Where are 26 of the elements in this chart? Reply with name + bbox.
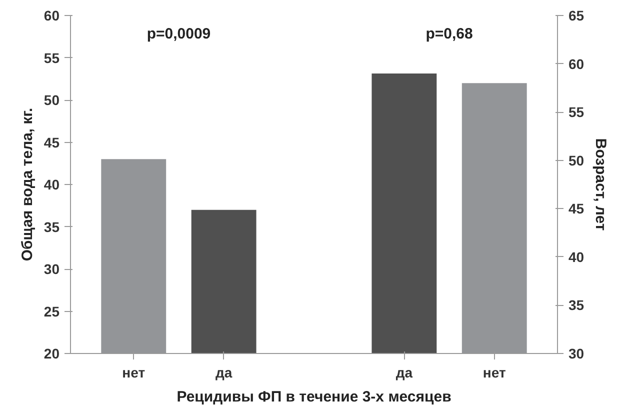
x-tick-label: нет (482, 364, 506, 380)
y2-tick-label: 60 (568, 56, 584, 72)
x-tick-label: да (396, 364, 413, 380)
y2-tick-label: 45 (568, 200, 584, 217)
y-tick-label: 20 (44, 346, 60, 362)
y-tick-label: 30 (44, 261, 60, 277)
y-tick-label: 50 (44, 92, 60, 108)
x-tick-label: нет (122, 364, 146, 380)
y-tick-label: 45 (44, 134, 60, 150)
x-tick-label: да (215, 364, 232, 380)
y2-tick-label: 55 (568, 104, 584, 120)
y2-tick-label: 35 (568, 297, 584, 314)
y2-tick-label: 50 (568, 152, 584, 168)
y-tick-label: 60 (44, 8, 60, 24)
x-axis-title: Рецидивы ФП в течение 3-х месяцев (176, 388, 452, 406)
y-tick-label: 40 (44, 176, 60, 192)
annotation: p=0,68 (426, 26, 473, 43)
y-tick-label: 35 (44, 218, 60, 235)
y-tick-label: 55 (44, 50, 60, 66)
y2-tick-label: 40 (568, 248, 584, 265)
y2-tick-label: 30 (568, 346, 584, 362)
y2-axis-title: Возраст, лет (592, 138, 610, 231)
annotation: p=0,0009 (146, 26, 211, 43)
y2-tick-label: 65 (568, 8, 584, 24)
y-tick-label: 25 (44, 303, 60, 320)
y-axis-title: Общая вода тела, кг. (18, 108, 36, 262)
